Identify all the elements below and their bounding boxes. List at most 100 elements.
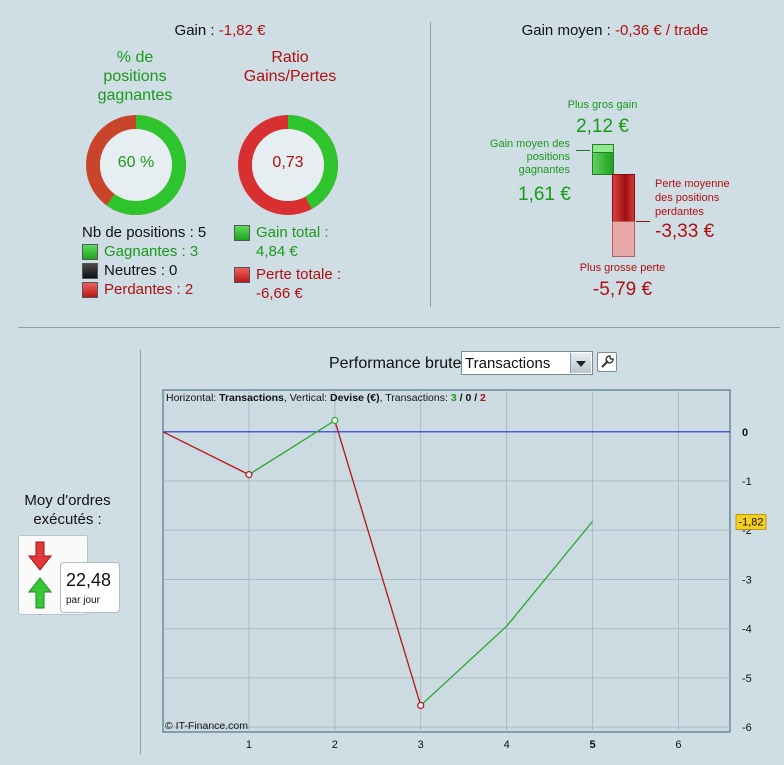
mid-separator [18, 327, 780, 328]
info-t-win: 3 [450, 392, 457, 404]
orders-label-line: Moy d'ordres [24, 492, 111, 509]
win-pct-title-line: % de [116, 49, 154, 66]
max-loss-label: Plus grosse perte [579, 262, 666, 274]
chart-type-selected: Transactions [465, 355, 551, 372]
gain-summary: Gain : -1,82 € [120, 22, 320, 39]
donut-win-arc [86, 115, 186, 215]
totals-block: Gain total : 4,84 € Perte totale : -6,66… [234, 223, 341, 303]
current-value-badge [735, 513, 767, 530]
x-tick-label: 2 [332, 739, 338, 751]
avg-gain-bar [592, 152, 614, 175]
down-arrow-icon [27, 541, 53, 571]
losers-label: Perdantes : 2 [104, 281, 194, 298]
info-v-label: , Vertical: [283, 392, 328, 404]
info-t-sep1: / [456, 392, 466, 404]
donut-center [252, 129, 324, 201]
avg-loss-label-line: perdantes [655, 206, 704, 218]
max-gain-label: Plus gros gain [567, 99, 638, 111]
positions-list: Nb de positions : 5 Gagnantes : 3 Neutre… [82, 223, 206, 299]
x-tick-label: 1 [246, 739, 252, 751]
win-pct-donut: 60 % [85, 114, 187, 216]
avg-loss-arrow-icon [636, 221, 650, 222]
series-segment [162, 431, 250, 476]
series-segment [420, 625, 508, 706]
chevron-down-icon [576, 361, 586, 367]
y-tick-label: -5 [742, 673, 752, 685]
win-pct-title: % de positions gagnantes [80, 48, 190, 105]
info-h-label: Horizontal: [166, 392, 217, 404]
positions-count: Nb de positions : 5 [82, 224, 207, 241]
avg-win-value: 1,61 € [518, 184, 571, 205]
avg-win-arrow-icon [576, 150, 590, 151]
x-tick-label: 3 [418, 739, 424, 751]
bottom-separator [140, 350, 141, 754]
plot-area [162, 389, 731, 733]
y-tick-label: -6 [742, 722, 752, 734]
series-segment [334, 420, 422, 706]
y-tick-label: -3 [742, 574, 752, 586]
ratio-donut-svg [238, 115, 338, 215]
avg-win-label: Gain moyen des positions gagnantes [478, 138, 570, 177]
orders-unit: par jour [66, 595, 100, 606]
up-arrow-icon [27, 577, 53, 609]
info-t-loss: 2 [480, 392, 486, 404]
loss-total-value: -6,66 € [256, 285, 303, 302]
gain-total-value: 4,84 € [256, 243, 298, 260]
winners-label: Gagnantes : 3 [104, 243, 199, 260]
current-value-label: -1,82 [738, 516, 763, 528]
win-pct-title-line: positions [103, 68, 167, 85]
data-point [331, 416, 339, 425]
chart-type-select[interactable]: Transactions [461, 351, 593, 375]
data-point [417, 701, 425, 710]
winners-square-icon [82, 244, 98, 261]
avg-loss-value: -3,33 € [655, 221, 715, 242]
orders-value-box: 22,48 par jour [60, 562, 120, 613]
info-t-sep2: / [471, 392, 481, 404]
avg-gain-value: -0,36 € / trade [614, 22, 709, 39]
win-pct-value: 60 % [117, 154, 155, 171]
max-loss-bar [612, 221, 635, 257]
data-point [245, 471, 253, 479]
dropdown-toggle[interactable] [570, 353, 591, 373]
orders-label-line: exécutés : [33, 511, 102, 528]
donut-win-arc [238, 115, 338, 215]
y-tick-label: 0 [742, 427, 748, 439]
ratio-donut: 0,73 [237, 114, 339, 216]
avg-win-label-line: Gain moyen des [489, 138, 570, 150]
avg-loss-label-line: des positions [655, 192, 720, 204]
gain-total-square-icon [234, 225, 250, 242]
win-pct-title-line: gagnantes [97, 87, 173, 104]
y-tick-label: -4 [742, 624, 752, 636]
neutral-label: Neutres : 0 [104, 262, 178, 279]
avg-win-label-line: positions [526, 151, 570, 163]
avg-gain-summary: Gain moyen : -0,36 € / trade [480, 22, 750, 39]
series-segment [506, 520, 594, 627]
orders-value: 22,48 [66, 570, 112, 590]
avg-gain-label: Gain moyen : [521, 22, 611, 39]
x-tick-label: 4 [504, 739, 510, 751]
win-pct-donut-svg [86, 115, 186, 215]
ratio-value: 0,73 [272, 154, 304, 171]
chart-title: Performance brute [329, 355, 462, 372]
y-tick-label: -1 [742, 476, 752, 488]
y-tick-label: -2 [742, 525, 752, 537]
gain-label: Gain : [174, 22, 215, 39]
top-separator [430, 22, 431, 307]
orders-arrows-icon [27, 541, 53, 609]
x-tick-label: 6 [675, 739, 681, 751]
neutral-square-icon [82, 263, 98, 280]
performance-chart: 1 2 3 4 5 6 0 -1 -2 -3 -4 -5 -6 -1,82 [162, 389, 767, 751]
chart-settings-button[interactable] [597, 352, 617, 372]
ratio-title-line: Gains/Pertes [243, 68, 337, 85]
info-h-value: Transactions [219, 392, 284, 404]
orders-label: Moy d'ordres exécutés : [10, 491, 125, 529]
series-segment [248, 419, 336, 476]
max-loss-value: -5,79 € [592, 279, 653, 300]
loss-total-label: Perte totale : [256, 266, 342, 283]
gain-total-label: Gain total : [256, 224, 329, 241]
ratio-title: Ratio Gains/Pertes [230, 48, 350, 86]
x-tick-label: 5 [589, 739, 595, 751]
loss-total-square-icon [234, 267, 250, 284]
ratio-title-line: Ratio [271, 49, 309, 66]
wrench-icon [601, 355, 614, 368]
